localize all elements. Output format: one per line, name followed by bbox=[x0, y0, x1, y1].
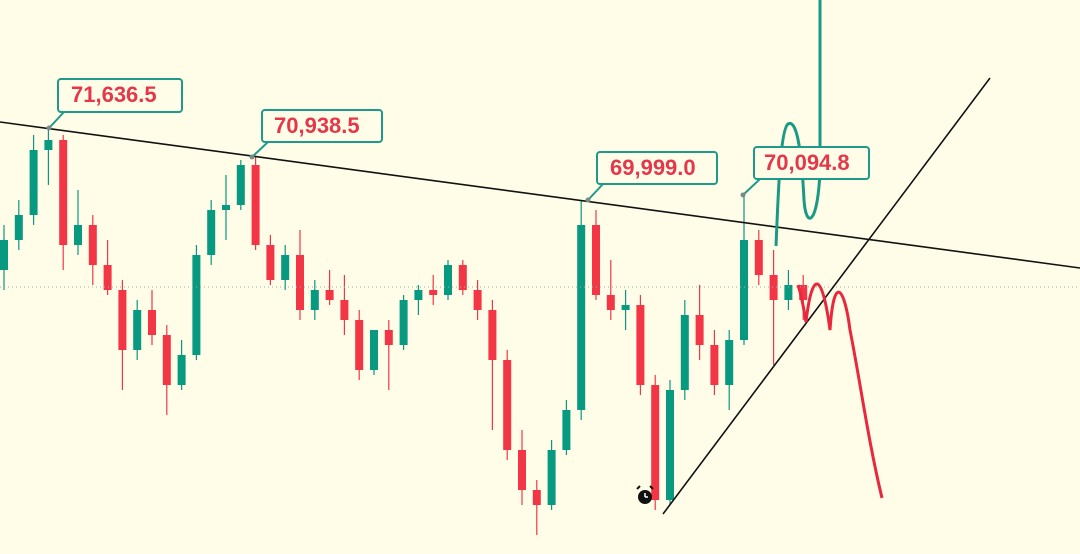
price-callout: 71,636.5 bbox=[46, 78, 183, 131]
callout-text: 71,636.5 bbox=[71, 82, 157, 107]
candle-body bbox=[222, 205, 230, 210]
candle-body bbox=[325, 290, 334, 300]
candle-body bbox=[695, 315, 704, 345]
candle-body bbox=[88, 225, 97, 265]
candle-body bbox=[266, 245, 275, 280]
candle-body bbox=[488, 310, 497, 360]
candle-body bbox=[429, 290, 438, 295]
candle-body bbox=[59, 140, 68, 245]
candle-body bbox=[384, 330, 393, 345]
alarm-icon bbox=[636, 485, 654, 504]
candle-body bbox=[680, 315, 689, 390]
candle-body bbox=[340, 300, 349, 320]
candle-body bbox=[133, 310, 142, 350]
candle-body bbox=[74, 225, 82, 245]
candle-body bbox=[666, 390, 674, 500]
candle-body bbox=[592, 225, 600, 295]
candle-body bbox=[399, 300, 408, 345]
candle-body bbox=[784, 285, 793, 300]
candle-body bbox=[725, 340, 734, 385]
candle-body bbox=[518, 450, 526, 490]
candle-body bbox=[14, 215, 23, 240]
candle-body bbox=[444, 265, 452, 295]
candle-body bbox=[251, 165, 260, 245]
candles bbox=[0, 128, 808, 535]
candle-body bbox=[562, 410, 571, 450]
candle-body bbox=[577, 225, 586, 410]
candle-body bbox=[118, 290, 127, 350]
candle-body bbox=[532, 490, 541, 505]
candle-body bbox=[177, 355, 186, 385]
candle-body bbox=[740, 240, 748, 340]
callout-text: 70,094.8 bbox=[764, 150, 850, 175]
candle-body bbox=[281, 255, 290, 280]
candle-body bbox=[473, 290, 482, 310]
candle-body bbox=[414, 290, 423, 300]
candle-body bbox=[207, 210, 216, 255]
candle-body bbox=[503, 360, 512, 450]
candle-body bbox=[0, 240, 8, 270]
price-callout: 70,094.8 bbox=[740, 146, 870, 198]
candle-body bbox=[754, 240, 763, 275]
price-callout: 69,999.0 bbox=[585, 151, 718, 203]
resistance-trendline bbox=[0, 121, 1080, 269]
candle-body bbox=[44, 140, 53, 150]
candle-body bbox=[769, 275, 778, 300]
candle-body bbox=[355, 320, 364, 370]
candle-body bbox=[103, 265, 112, 290]
candle-body bbox=[192, 255, 201, 355]
candle-body bbox=[29, 150, 38, 215]
candle-body bbox=[310, 290, 319, 310]
candle-body bbox=[547, 450, 556, 505]
candle-body bbox=[162, 335, 171, 385]
candle-body bbox=[236, 165, 245, 205]
candle-body bbox=[370, 330, 378, 370]
candle-body bbox=[458, 265, 467, 290]
candle-body bbox=[606, 295, 615, 310]
candle-body bbox=[148, 310, 156, 335]
candle-body bbox=[710, 345, 719, 385]
candle-body bbox=[636, 305, 645, 385]
drawn-red-stroke bbox=[796, 282, 884, 499]
support-trendline bbox=[662, 77, 991, 515]
callout-text: 69,999.0 bbox=[610, 155, 696, 180]
callout-text: 70,938.5 bbox=[274, 113, 360, 138]
candle-body bbox=[621, 305, 630, 310]
price-callout: 70,938.5 bbox=[249, 109, 383, 160]
candle-body bbox=[296, 255, 304, 310]
candle-body bbox=[799, 285, 808, 300]
candle-body bbox=[651, 385, 660, 500]
